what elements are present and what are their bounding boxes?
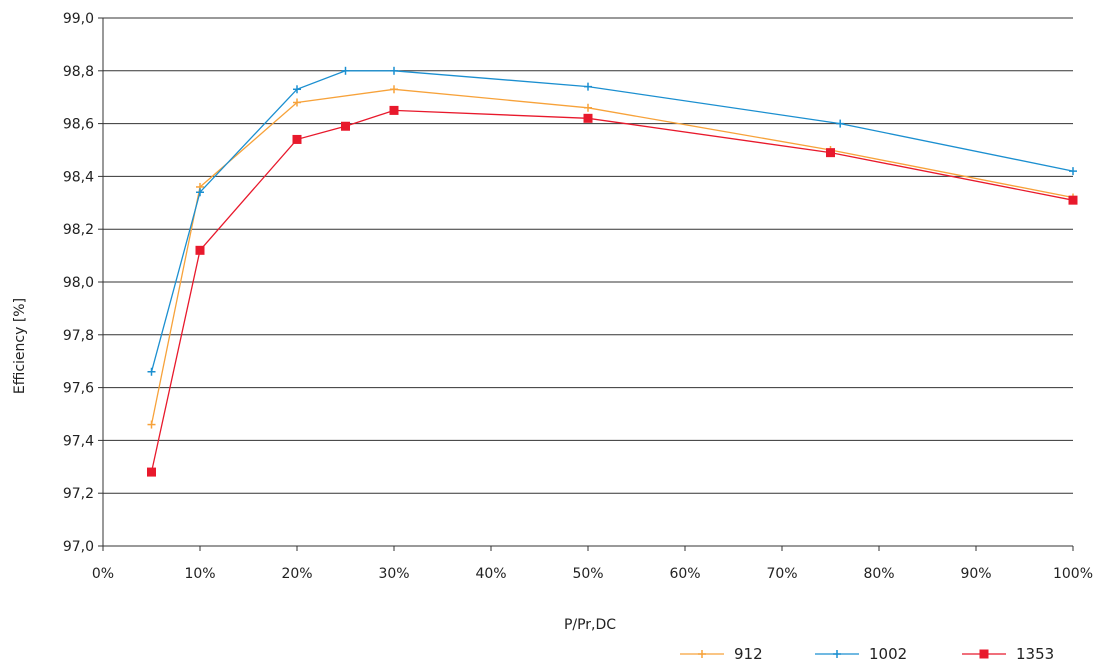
data-point-1002 bbox=[836, 119, 845, 128]
data-point-912 bbox=[390, 85, 398, 94]
legend-label: 912 bbox=[734, 645, 763, 663]
data-point-912 bbox=[293, 98, 301, 107]
x-tick-label: 0% bbox=[92, 566, 114, 582]
y-tick-label: 98,2 bbox=[63, 222, 94, 238]
x-tick-label: 70% bbox=[766, 566, 797, 582]
data-point-1002 bbox=[293, 85, 301, 94]
y-tick-labels: 97,0 97,2 97,4 97,6 97,8 98,0 98,2 98,4 98,6 98,8… bbox=[63, 11, 94, 555]
y-tick-label: 99,0 bbox=[63, 11, 94, 27]
y-tick-label: 97,4 bbox=[63, 433, 94, 449]
legend-marker bbox=[698, 650, 706, 658]
data-point-1002 bbox=[341, 66, 350, 75]
data-point-1002 bbox=[196, 188, 204, 197]
x-axis-title: P/Pr,DC bbox=[564, 617, 616, 633]
x-tick-label: 90% bbox=[960, 566, 991, 582]
data-point-1353 bbox=[195, 245, 205, 255]
data-point-1353 bbox=[147, 467, 156, 477]
data-point-1002 bbox=[390, 66, 398, 75]
data-point-1002 bbox=[584, 82, 592, 91]
x-tick-label: 100% bbox=[1053, 566, 1093, 582]
legend: 912 1002 1353 bbox=[680, 645, 1054, 663]
data-point-1002 bbox=[1069, 167, 1077, 176]
x-tick-label: 50% bbox=[572, 566, 603, 582]
y-tick-label: 98,8 bbox=[63, 64, 94, 80]
axes bbox=[98, 17, 1074, 551]
series-912 bbox=[147, 85, 1077, 429]
y-axis-title: Efficiency [%] bbox=[12, 298, 28, 394]
data-point-912 bbox=[147, 420, 156, 429]
y-tick-label: 97,0 bbox=[63, 539, 94, 555]
data-point-1002 bbox=[147, 367, 156, 376]
x-tick-label: 80% bbox=[863, 566, 894, 582]
x-tick-label: 40% bbox=[475, 566, 506, 582]
y-tick-label: 97,8 bbox=[63, 328, 94, 344]
y-tick-label: 97,2 bbox=[63, 486, 94, 502]
y-tick-label: 98,4 bbox=[63, 169, 94, 185]
y-tick-label: 97,6 bbox=[63, 381, 94, 397]
data-point-912 bbox=[584, 103, 592, 112]
x-tick-labels: 0% 10% 20% 30% 40% 50% 60% 70% 80% 90% 100% bbox=[92, 566, 1093, 582]
y-tick-label: 98,6 bbox=[63, 117, 94, 133]
series-1002 bbox=[147, 66, 1077, 376]
data-point-1353 bbox=[1068, 195, 1078, 205]
x-tick-label: 10% bbox=[184, 566, 215, 582]
series-line-1353 bbox=[150, 109, 1074, 473]
data-point-1353 bbox=[292, 134, 302, 144]
series-line-912 bbox=[150, 88, 1074, 425]
series-line-1002 bbox=[150, 70, 1074, 372]
data-point-1353 bbox=[826, 148, 835, 158]
legend-label: 1002 bbox=[869, 645, 907, 663]
x-tick-label: 60% bbox=[669, 566, 700, 582]
data-point-1353 bbox=[583, 113, 593, 123]
data-series bbox=[147, 66, 1078, 477]
y-tick-label: 98,0 bbox=[63, 275, 94, 291]
legend-item-912: 912 bbox=[680, 645, 763, 663]
x-tick-label: 20% bbox=[281, 566, 312, 582]
series-1353 bbox=[147, 105, 1078, 477]
legend-item-1353: 1353 bbox=[962, 645, 1054, 663]
legend-marker bbox=[833, 650, 841, 658]
legend-label: 1353 bbox=[1016, 645, 1054, 663]
data-point-1353 bbox=[389, 105, 399, 115]
data-point-1353 bbox=[341, 121, 350, 131]
x-tick-label: 30% bbox=[378, 566, 409, 582]
legend-marker bbox=[979, 649, 989, 659]
grid-lines bbox=[103, 17, 1073, 547]
legend-item-1002: 1002 bbox=[815, 645, 907, 663]
